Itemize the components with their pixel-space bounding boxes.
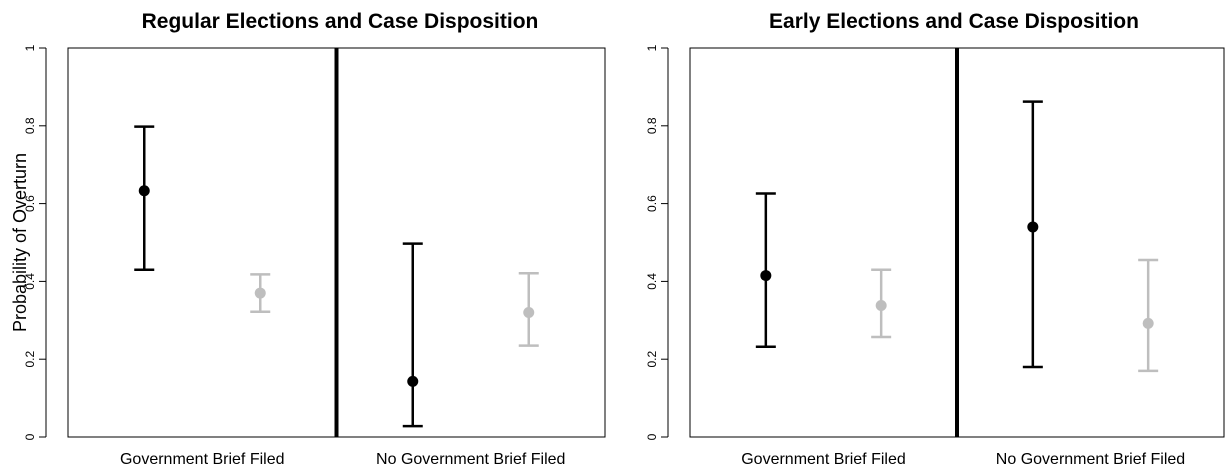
y-tick-label: 0: [645, 433, 659, 440]
point-estimate: [138, 185, 150, 197]
y-tick-label: 1: [23, 44, 37, 51]
point-estimate: [523, 307, 535, 319]
point-estimate: [254, 287, 266, 299]
chart-panel-1: Regular Elections and Case Disposition 0 0…: [10, 10, 606, 468]
point-estimate: [1142, 317, 1154, 329]
x-category-label: Government Brief Filed: [741, 451, 906, 468]
y-tick-label: 0.8: [23, 117, 37, 134]
chart-title: Early Elections and Case Disposition: [769, 10, 1139, 33]
x-category-label: No Government Brief Filed: [376, 451, 565, 468]
y-tick-label: 0.2: [645, 351, 659, 368]
y-tick-label: 0.6: [23, 195, 37, 212]
y-tick-label: 0.2: [23, 351, 37, 368]
y-tick-label: 0.4: [645, 273, 659, 290]
y-tick-label: 0.6: [645, 195, 659, 212]
y-tick-label: 0.8: [645, 117, 659, 134]
x-category-label: No Government Brief Filed: [996, 451, 1185, 468]
x-category-label: Government Brief Filed: [120, 451, 285, 468]
y-tick-label: 0.4: [23, 273, 37, 290]
y-tick-label: 0: [23, 433, 37, 440]
chart-title: Regular Elections and Case Disposition: [142, 10, 539, 33]
y-tick-label: 1: [645, 44, 659, 51]
point-estimate: [1027, 221, 1039, 233]
chart-panel-2: Early Elections and Case Disposition 0 0.2…: [645, 10, 1225, 468]
point-estimate: [407, 375, 419, 387]
point-estimate: [875, 300, 887, 312]
y-axis-label: Probability of Overturn: [10, 153, 30, 332]
point-estimate: [760, 270, 772, 282]
